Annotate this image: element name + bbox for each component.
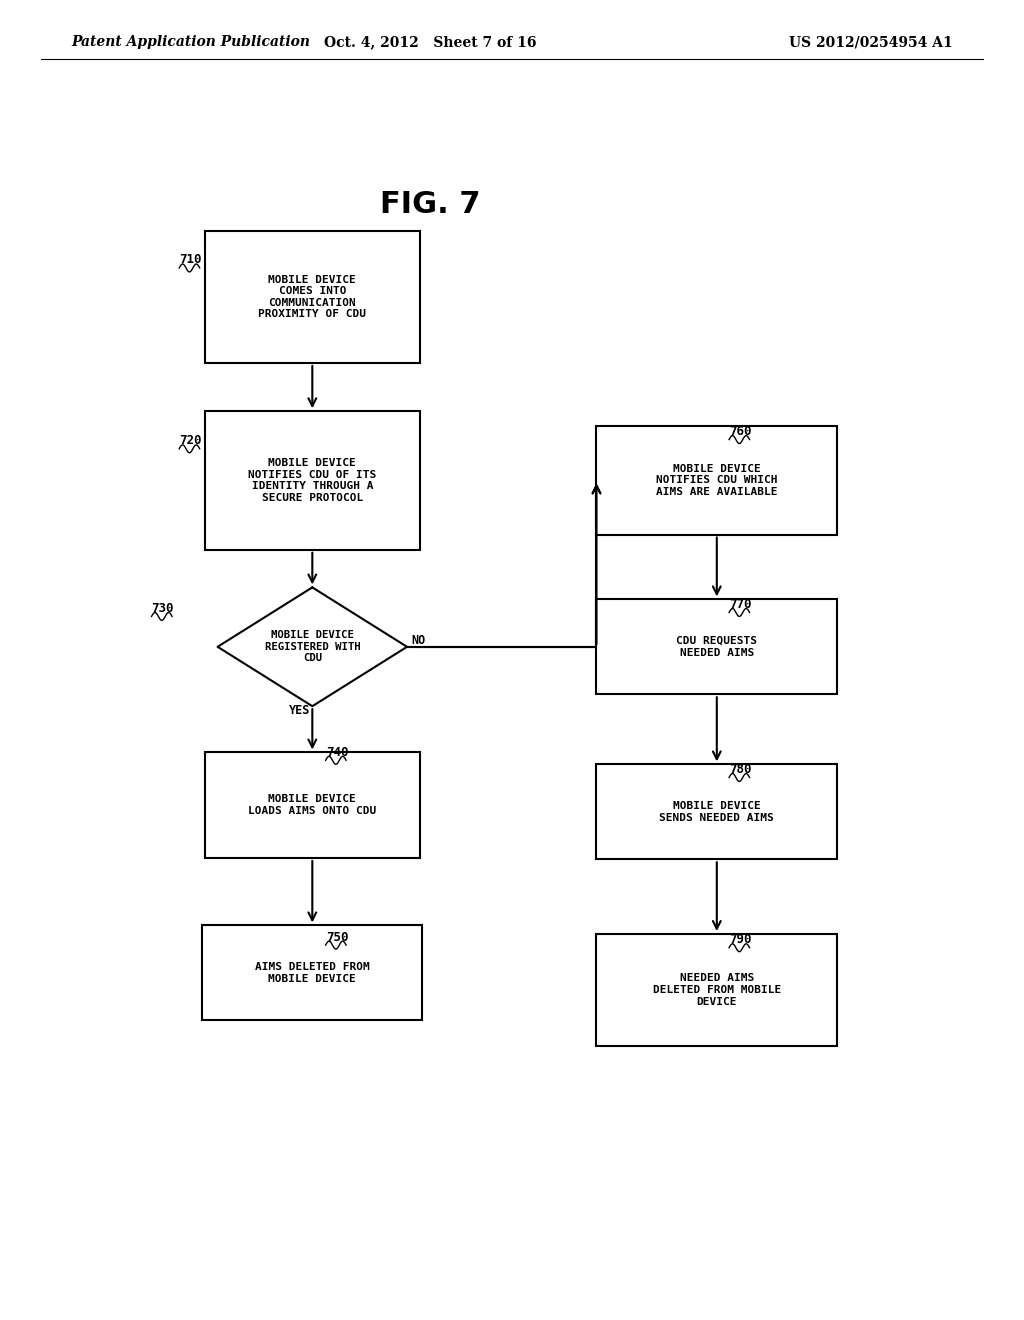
Text: 740: 740 xyxy=(326,746,348,759)
Bar xyxy=(203,925,422,1020)
Text: US 2012/0254954 A1: US 2012/0254954 A1 xyxy=(788,36,952,49)
Text: 780: 780 xyxy=(729,763,752,776)
Text: 770: 770 xyxy=(729,598,752,611)
Text: MOBILE DEVICE
REGISTERED WITH
CDU: MOBILE DEVICE REGISTERED WITH CDU xyxy=(264,630,360,664)
Bar xyxy=(205,752,420,858)
Text: 720: 720 xyxy=(179,434,202,447)
Text: MOBILE DEVICE
COMES INTO
COMMUNICATION
PROXIMITY OF CDU: MOBILE DEVICE COMES INTO COMMUNICATION P… xyxy=(258,275,367,319)
Text: MOBILE DEVICE
SENDS NEEDED AIMS: MOBILE DEVICE SENDS NEEDED AIMS xyxy=(659,801,774,822)
Text: MOBILE DEVICE
NOTIFIES CDU OF ITS
IDENTITY THROUGH A
SECURE PROTOCOL: MOBILE DEVICE NOTIFIES CDU OF ITS IDENTI… xyxy=(248,458,377,503)
Bar xyxy=(205,412,420,549)
Text: 760: 760 xyxy=(729,425,752,438)
Bar xyxy=(596,764,838,859)
Bar xyxy=(596,426,838,535)
Text: Oct. 4, 2012   Sheet 7 of 16: Oct. 4, 2012 Sheet 7 of 16 xyxy=(324,36,537,49)
Text: YES: YES xyxy=(289,704,310,717)
Text: NEEDED AIMS
DELETED FROM MOBILE
DEVICE: NEEDED AIMS DELETED FROM MOBILE DEVICE xyxy=(652,973,781,1007)
Text: Patent Application Publication: Patent Application Publication xyxy=(72,36,310,49)
Text: 750: 750 xyxy=(326,931,348,944)
Text: CDU REQUESTS
NEEDED AIMS: CDU REQUESTS NEEDED AIMS xyxy=(676,636,758,657)
Text: NO: NO xyxy=(412,634,426,647)
Bar xyxy=(596,935,838,1045)
Text: AIMS DELETED FROM
MOBILE DEVICE: AIMS DELETED FROM MOBILE DEVICE xyxy=(255,962,370,983)
Text: MOBILE DEVICE
LOADS AIMS ONTO CDU: MOBILE DEVICE LOADS AIMS ONTO CDU xyxy=(248,795,377,816)
Bar xyxy=(596,599,838,694)
Text: 730: 730 xyxy=(152,602,174,615)
Text: FIG. 7: FIG. 7 xyxy=(380,190,480,219)
Text: 710: 710 xyxy=(179,253,202,267)
Polygon shape xyxy=(217,587,407,706)
Text: MOBILE DEVICE
NOTIFIES CDU WHICH
AIMS ARE AVAILABLE: MOBILE DEVICE NOTIFIES CDU WHICH AIMS AR… xyxy=(656,463,777,498)
Bar xyxy=(205,231,420,363)
Text: 790: 790 xyxy=(729,933,752,946)
